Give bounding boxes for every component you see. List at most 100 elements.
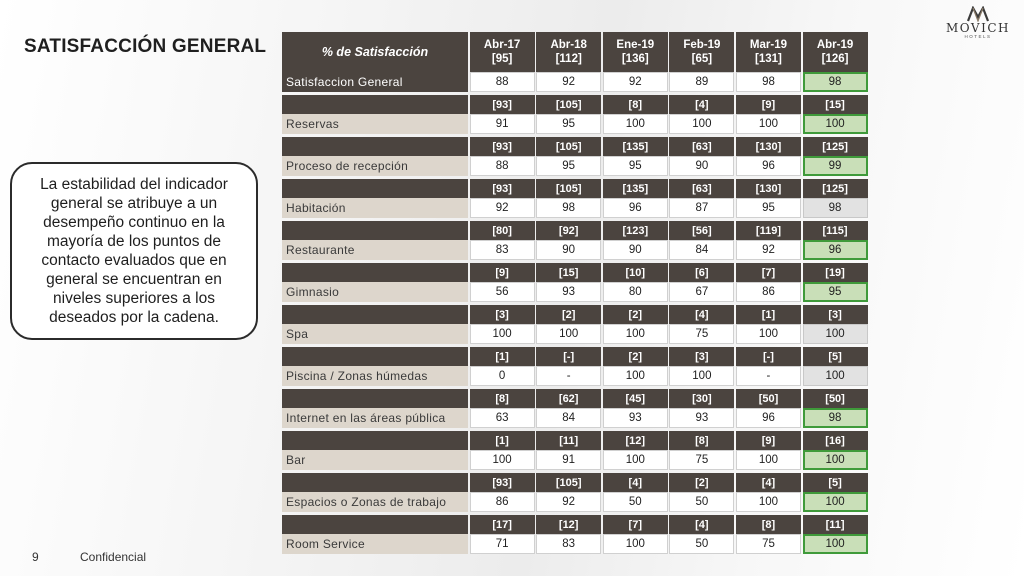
score-cell: 83 [536, 534, 602, 554]
column-header: Abr-19 [126] [802, 32, 868, 72]
table-row: Piscina / Zonas húmedas 0-100 100-100 [282, 366, 868, 386]
row-label: Room Service [282, 534, 468, 554]
score-cell: 98 [536, 198, 602, 218]
sample-size-row-spacer [282, 263, 468, 282]
score-cell: 90 [669, 156, 735, 176]
sample-size-row-spacer [282, 347, 468, 366]
sample-size-cell: [135] [602, 179, 668, 198]
row-label: Satisfaccion General [282, 72, 468, 92]
score-cell: 96 [735, 156, 801, 176]
row-label: Internet en las áreas pública [282, 408, 468, 428]
sample-size-cell: [1] [735, 305, 801, 324]
score-cell: 95 [735, 198, 801, 218]
sample-size-cell: [8] [669, 431, 735, 450]
table-section: Satisfaccion General 88 92 92 89 98 98 [282, 72, 868, 92]
sample-size-row-spacer [282, 473, 468, 492]
sample-size-cell: [12] [602, 431, 668, 450]
sample-size-cell: [93] [469, 95, 535, 114]
sample-size-cell: [10] [602, 263, 668, 282]
sample-size-row: [3] [2] [2] [4] [1] [3] [282, 305, 868, 324]
column-sample-size: [95] [491, 53, 513, 65]
sample-size-cell: [11] [802, 515, 868, 534]
sample-size-cell: [30] [669, 389, 735, 408]
score-cell: 0 [469, 366, 535, 386]
score-cell: 100 [602, 534, 668, 554]
column-sample-size: [65] [691, 53, 713, 65]
sample-size-cell: [7] [735, 263, 801, 282]
score-cell: 100 [536, 324, 602, 344]
score-cell: 90 [536, 240, 602, 260]
column-sample-size: [131] [755, 53, 782, 65]
callout-text: La estabilidad del indicador general se … [40, 176, 228, 326]
sample-size-cell: [9] [735, 95, 801, 114]
score-cell: 100 [802, 366, 868, 386]
sample-size-cell: [123] [602, 221, 668, 240]
row-label: Gimnasio [282, 282, 468, 302]
sample-size-cell: [2] [602, 305, 668, 324]
sample-size-cell: [50] [802, 389, 868, 408]
column-period: Feb-19 [683, 39, 721, 51]
sample-size-cell: [3] [669, 347, 735, 366]
sample-size-cell: [115] [802, 221, 868, 240]
sample-size-cell: [105] [536, 137, 602, 156]
row-label: Restaurante [282, 240, 468, 260]
sample-size-row-spacer [282, 179, 468, 198]
score-cell: 99 [802, 156, 868, 176]
column-period: Abr-18 [550, 39, 587, 51]
sample-size-row-spacer [282, 389, 468, 408]
sample-size-cell: [105] [536, 473, 602, 492]
sample-size-cell: [1] [469, 347, 535, 366]
score-cell: 89 [669, 72, 735, 92]
sample-size-cell: [80] [469, 221, 535, 240]
table-row: Gimnasio 56 93 80 67 86 95 [282, 282, 868, 302]
sample-size-cell: [12] [536, 515, 602, 534]
table-row: Espacios o Zonas de trabajo 86 92 50 50 100 10… [282, 492, 868, 512]
score-cell: 91 [536, 450, 602, 470]
sample-size-cell: [4] [669, 515, 735, 534]
score-cell: 75 [669, 450, 735, 470]
column-header: Ene-19 [136] [602, 32, 668, 72]
score-cell: 93 [536, 282, 602, 302]
score-cell: 100 [802, 492, 868, 512]
score-cell: 92 [469, 198, 535, 218]
table-row: Satisfaccion General 88 92 92 89 98 98 [282, 72, 868, 92]
table-row: Bar 100 91 100 75 100 100 [282, 450, 868, 470]
table-section: [93] [105] [8] [4] [9] [15] Reservas 91 95 100 100… [282, 92, 868, 134]
table-section: [8] [62] [45] [30] [50] [50] Internet en las á… [282, 386, 868, 428]
sample-size-cell: [11] [536, 431, 602, 450]
score-cell: 100 [669, 114, 735, 134]
score-cell: 98 [802, 72, 868, 92]
sample-size-cell: [4] [602, 473, 668, 492]
sample-size-cell: [8] [469, 389, 535, 408]
table-section: [3] [2] [2] [4] [1] [3] Spa 100 100 100 75 100 100 [282, 302, 868, 344]
score-cell: 88 [469, 156, 535, 176]
sample-size-row: [80] [92] [123] [56] [119] [115] [282, 221, 868, 240]
sample-size-cell: [19] [802, 263, 868, 282]
sample-size-cell: [105] [536, 179, 602, 198]
score-cell: 100 [602, 114, 668, 134]
sample-size-cell: [1] [469, 431, 535, 450]
score-cell: 63 [469, 408, 535, 428]
sample-size-row-spacer [282, 515, 468, 534]
score-cell: 50 [669, 534, 735, 554]
sample-size-cell: [92] [536, 221, 602, 240]
column-header: Mar-19 [131] [735, 32, 801, 72]
sample-size-row-spacer [282, 221, 468, 240]
score-cell: 96 [602, 198, 668, 218]
sample-size-cell: [-] [735, 347, 801, 366]
column-sample-size: [126] [821, 53, 849, 65]
sample-size-cell: [45] [602, 389, 668, 408]
score-cell: 75 [669, 324, 735, 344]
table-row: Restaurante 83 90 90 84 92 96 [282, 240, 868, 260]
sample-size-cell: [5] [802, 473, 868, 492]
slide-title: SATISFACCIÓN GENERAL [24, 36, 267, 57]
callout-box: La estabilidad del indicador general se … [10, 162, 258, 340]
sample-size-cell: [15] [802, 95, 868, 114]
brand-logo: MOVICH HOTELS [940, 6, 1016, 46]
table-section: [1] [11] [12] [8] [9] [16] Bar 100 91 100 75 100 100 [282, 428, 868, 470]
sample-size-cell: [9] [735, 431, 801, 450]
sample-size-cell: [17] [469, 515, 535, 534]
score-cell: - [536, 366, 602, 386]
score-cell: 100 [602, 450, 668, 470]
score-cell: 100 [735, 492, 801, 512]
